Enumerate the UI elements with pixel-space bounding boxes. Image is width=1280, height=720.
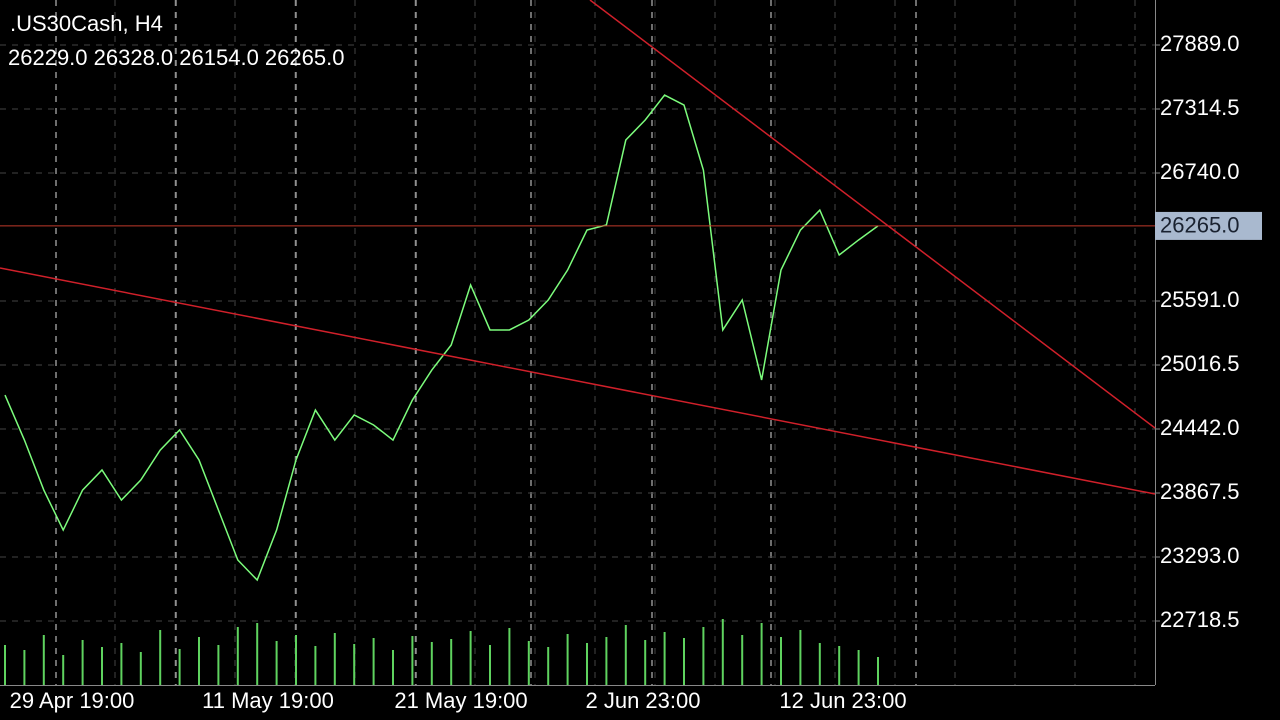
volume-bar (198, 637, 200, 685)
y-tick-label: 26740.0 (1160, 159, 1240, 184)
volume-bar (702, 627, 705, 685)
volume-bar (236, 627, 239, 685)
volume-bar (450, 639, 453, 685)
volume-bar (780, 637, 782, 685)
volume-bar (23, 650, 26, 685)
volume-bar (430, 642, 433, 685)
volume-bar (683, 638, 685, 685)
price-line (4, 94, 879, 582)
ohlc-values: 26229.0 26328.0 26154.0 26265.0 (8, 45, 344, 70)
volume-bar (721, 619, 724, 685)
volume-bar (547, 647, 550, 685)
volume-bar (818, 643, 821, 685)
volume-bar (469, 631, 472, 685)
volume-bar (877, 657, 879, 685)
trendline (0, 267, 1156, 495)
volume-bar (508, 628, 511, 685)
volume-bar (838, 646, 841, 685)
y-tick-label: 25016.5 (1160, 351, 1240, 376)
volume-bar (411, 636, 414, 685)
current-price-box (1155, 211, 1262, 240)
volume-bar (372, 638, 375, 685)
x-tick-label: 11 May 19:00 (202, 688, 334, 713)
y-tick-label: 25591.0 (1160, 287, 1240, 312)
volume-bar (295, 635, 297, 685)
volume-bar (392, 650, 394, 685)
volume-bar (333, 633, 336, 685)
volume-bar (489, 645, 491, 685)
volume-bar (857, 650, 860, 685)
volume-bar (120, 643, 123, 685)
volume-bar (624, 625, 627, 685)
y-tick-label: 22718.5 (1160, 607, 1240, 632)
y-tick-label: 23867.5 (1160, 479, 1240, 504)
volume-bar (799, 630, 802, 685)
volume-bar (605, 637, 608, 685)
volume-bar (353, 644, 356, 685)
volume-bar (566, 634, 569, 685)
volume-bar (62, 655, 65, 685)
volume-bar (586, 643, 588, 685)
volume-bar (101, 647, 103, 685)
volume-bar (42, 635, 45, 685)
current-price-label: 26265.0 (1160, 213, 1240, 238)
trendline (589, 0, 1156, 429)
volume-bar (760, 623, 763, 685)
volume-bar (139, 652, 142, 685)
y-tick-label: 27314.5 (1160, 95, 1240, 120)
x-tick-label: 2 Jun 23:00 (586, 688, 701, 713)
volume-bar (178, 649, 181, 685)
volume-bar (663, 632, 666, 685)
volume-bar (256, 623, 259, 685)
y-tick-label: 27889.0 (1160, 31, 1240, 56)
volume-bar (527, 641, 530, 685)
volume-bar (159, 630, 162, 685)
x-tick-label: 21 May 19:00 (394, 688, 527, 713)
volume-bar (81, 640, 84, 685)
volume-bar (275, 641, 278, 685)
y-tick-label: 24442.0 (1160, 415, 1240, 440)
x-tick-label: 29 Apr 19:00 (10, 688, 135, 713)
volume-bar (314, 646, 317, 685)
x-tick-label: 12 Jun 23:00 (779, 688, 906, 713)
volume-bar (217, 645, 220, 685)
y-tick-label: 23293.0 (1160, 543, 1240, 568)
volume-bar (644, 640, 647, 685)
volume-bar (741, 635, 744, 685)
volume-bar (4, 645, 6, 685)
symbol-title: .US30Cash, H4 (10, 11, 163, 36)
